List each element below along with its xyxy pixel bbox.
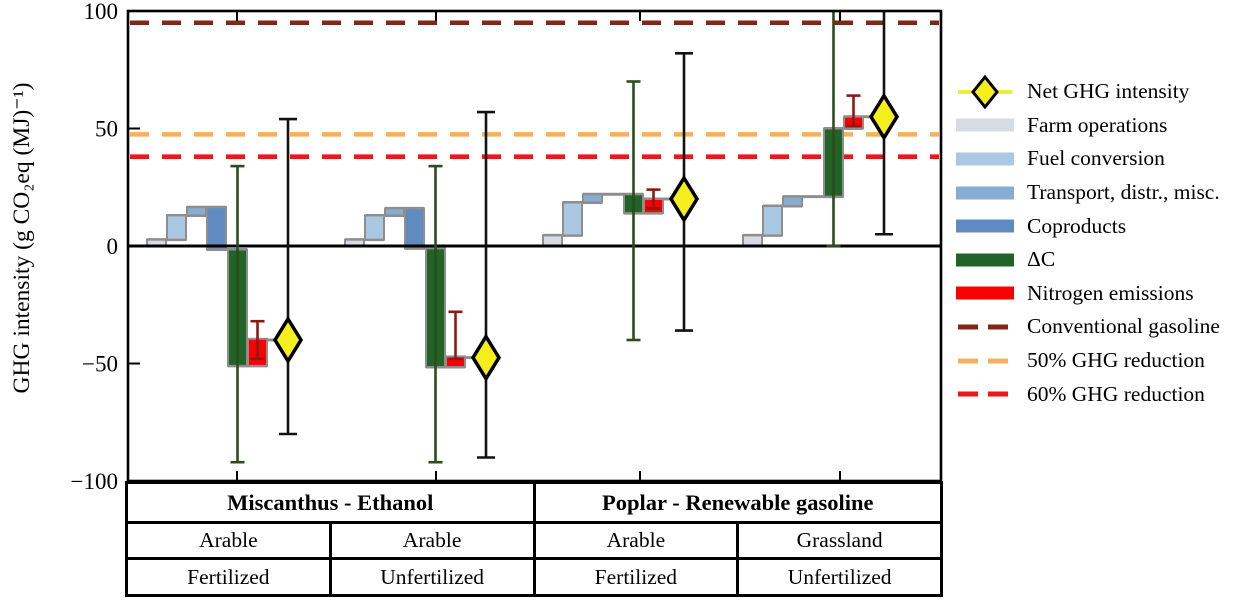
legend-marker-swatch-icon xyxy=(956,219,1014,233)
net-markers-layer xyxy=(272,92,900,382)
legend-marker-dash-icon xyxy=(958,324,1008,330)
pathway-row: Miscanthus - Ethanol Poplar - Renewable … xyxy=(125,481,943,524)
legend-label: Fuel conversion xyxy=(1027,146,1165,171)
bar-coproducts-g1 xyxy=(206,206,227,251)
legend-marker-swatch-icon xyxy=(956,152,1014,166)
legend-dash xyxy=(958,391,978,397)
legend-swatch xyxy=(956,118,1014,132)
legend-label: Farm operations xyxy=(1027,112,1168,137)
bar-transport-distr-misc-g3 xyxy=(582,193,603,204)
legend-marker-swatch-icon xyxy=(956,186,1014,200)
axis-ticks-layer: 100 50 0 −50 −100 xyxy=(71,0,841,494)
pathway-cell: Miscanthus - Ethanol xyxy=(125,481,536,524)
waterfall-connectors-layer xyxy=(139,115,888,369)
legend: Net GHG intensity Farm operations Fuel con… xyxy=(956,74,1220,411)
bar-transport-distr-misc-g2 xyxy=(384,207,405,217)
legend-swatch xyxy=(956,253,1014,267)
error-bars-layer xyxy=(230,11,893,464)
category-table: Miscanthus - Ethanol Poplar - Renewable … xyxy=(125,481,943,597)
legend-item-conventional-gasoline: Conventional gasoline xyxy=(956,310,1220,344)
land-cell: Grassland xyxy=(736,521,943,560)
land-cell: Arable xyxy=(328,521,536,560)
legend-marker-dash-icon xyxy=(958,358,1008,364)
legend-label: 50% GHG reduction xyxy=(1027,348,1205,373)
bar-fuel-conversion-g2 xyxy=(364,214,385,241)
treatment-cell: Unfertilized xyxy=(736,557,943,597)
legend-label: Net GHG intensity xyxy=(1027,79,1190,104)
legend-item-transport-distr-misc: Transport, distr., misc. xyxy=(956,176,1220,210)
legend-item-fuel-conversion: Fuel conversion xyxy=(956,142,1220,176)
legend-marker-swatch-icon xyxy=(956,286,1014,300)
legend-dash xyxy=(988,358,1008,364)
legend-item-nitrogen-emissions: Nitrogen emissions xyxy=(956,277,1220,311)
bar-farm-operations-g3 xyxy=(542,234,563,248)
y-tick-label: 0 xyxy=(107,234,119,259)
bar-fuel-conversion-g3 xyxy=(562,201,583,237)
y-tick-label: 50 xyxy=(95,117,118,142)
bar-transport-distr-misc-g1 xyxy=(186,206,207,217)
legend-label: 60% GHG reduction xyxy=(1027,381,1205,406)
land-cell: Arable xyxy=(532,521,740,560)
legend-swatch xyxy=(956,219,1014,233)
legend-label: Nitrogen emissions xyxy=(1027,280,1194,305)
treatment-row: Fertilized Unfertilized Fertilized Unfer… xyxy=(125,557,943,597)
legend-label: Transport, distr., misc. xyxy=(1027,180,1220,205)
bar-fuel-conversion-g4 xyxy=(762,205,783,237)
legend-item-c: ΔC xyxy=(956,243,1220,277)
legend-marker-swatch-icon xyxy=(956,118,1014,132)
net-ghg-marker-g4 xyxy=(868,92,900,142)
legend-swatch xyxy=(956,186,1014,200)
bar-coproducts-g2 xyxy=(404,207,425,250)
reference-lines-layer xyxy=(130,20,939,159)
treatment-cell: Fertilized xyxy=(532,557,740,597)
net-ghg-marker-g1 xyxy=(272,315,304,365)
legend-dash xyxy=(958,358,978,364)
legend-label: Conventional gasoline xyxy=(1027,314,1220,339)
legend-dash xyxy=(958,324,978,330)
bar-transport-distr-misc-g4 xyxy=(782,195,803,208)
net-ghg-marker-g3 xyxy=(668,174,700,224)
legend-marker-swatch-icon xyxy=(956,253,1014,267)
legend-label: Coproducts xyxy=(1027,213,1127,238)
treatment-cell: Unfertilized xyxy=(328,557,536,597)
legend-item-farm-operations: Farm operations xyxy=(956,109,1220,143)
y-tick-label: −100 xyxy=(71,469,118,494)
waterfall-bars-layer xyxy=(146,115,864,369)
legend-item-50-ghg-reduction: 50% GHG reduction xyxy=(956,344,1220,378)
legend-item-60-ghg-reduction: 60% GHG reduction xyxy=(956,377,1220,411)
legend-label: ΔC xyxy=(1027,247,1056,272)
bar-fuel-conversion-g1 xyxy=(166,214,187,241)
legend-swatch xyxy=(956,286,1014,300)
legend-marker-dash-icon xyxy=(958,391,1008,397)
bar-farm-operations-g4 xyxy=(742,234,763,248)
land-cell: Arable xyxy=(125,521,332,560)
legend-diamond xyxy=(971,74,999,109)
pathway-cell: Poplar - Renewable gasoline xyxy=(532,481,943,524)
y-tick-label: −50 xyxy=(82,352,118,377)
legend-marker-diamond-icon xyxy=(958,74,1012,109)
legend-swatch xyxy=(956,152,1014,166)
legend-dash xyxy=(988,324,1008,330)
legend-item-coproducts: Coproducts xyxy=(956,209,1220,243)
legend-item-net-ghg-intensity: Net GHG intensity xyxy=(956,74,1220,109)
treatment-cell: Fertilized xyxy=(125,557,332,597)
land-row: Arable Arable Arable Grassland xyxy=(125,521,943,560)
net-ghg-marker-g2 xyxy=(470,333,502,382)
y-tick-label: 100 xyxy=(84,0,119,24)
legend-dash xyxy=(988,391,1008,397)
